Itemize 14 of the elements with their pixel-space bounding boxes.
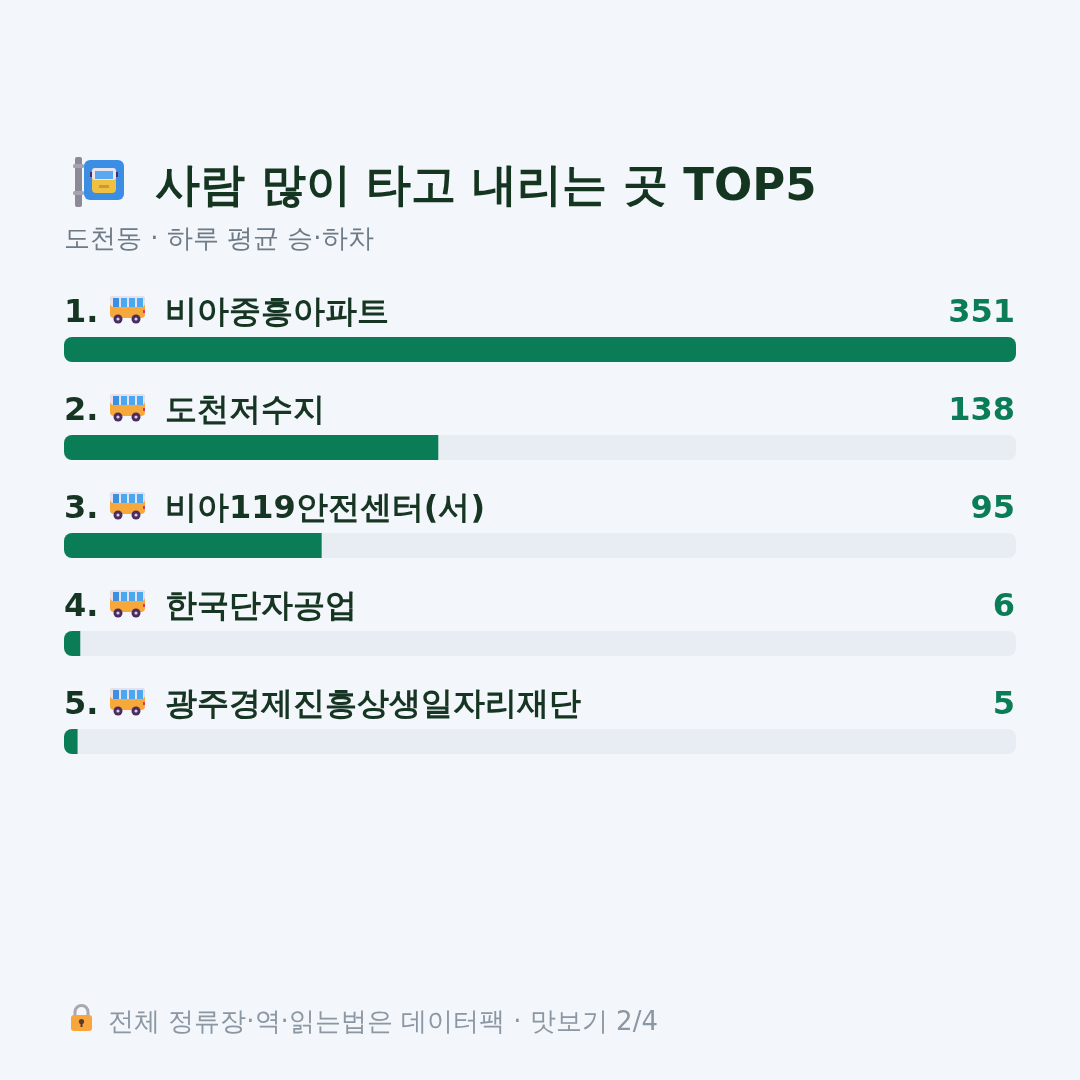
data-label: 351 (948, 292, 1015, 330)
data-label: 6 (992, 586, 1015, 624)
category-label: 5. 광주경제진흥상생일자리재단 (64, 684, 581, 722)
chart-subtitle: 도천동 · 하루 평균 승·하차 (64, 223, 374, 253)
data-label: 5 (992, 684, 1015, 722)
data-label: 138 (948, 390, 1015, 428)
chart-title: 사람 많이 타고 내리는 곳 TOP5 (155, 158, 817, 211)
category-label: 3. 비아119안전센터(서) (64, 488, 486, 526)
data-label: 95 (970, 488, 1015, 526)
category-label: 4. 한국단자공업 (64, 586, 357, 624)
bar (64, 729, 78, 754)
category-label: 2. 도천저수지 (64, 390, 325, 428)
category-label: 1. 비아중흥아파트 (64, 292, 389, 330)
text: 전체 정류장·역·읽는법은 데이터팩 · 맛보기 2/4 (108, 1006, 658, 1036)
